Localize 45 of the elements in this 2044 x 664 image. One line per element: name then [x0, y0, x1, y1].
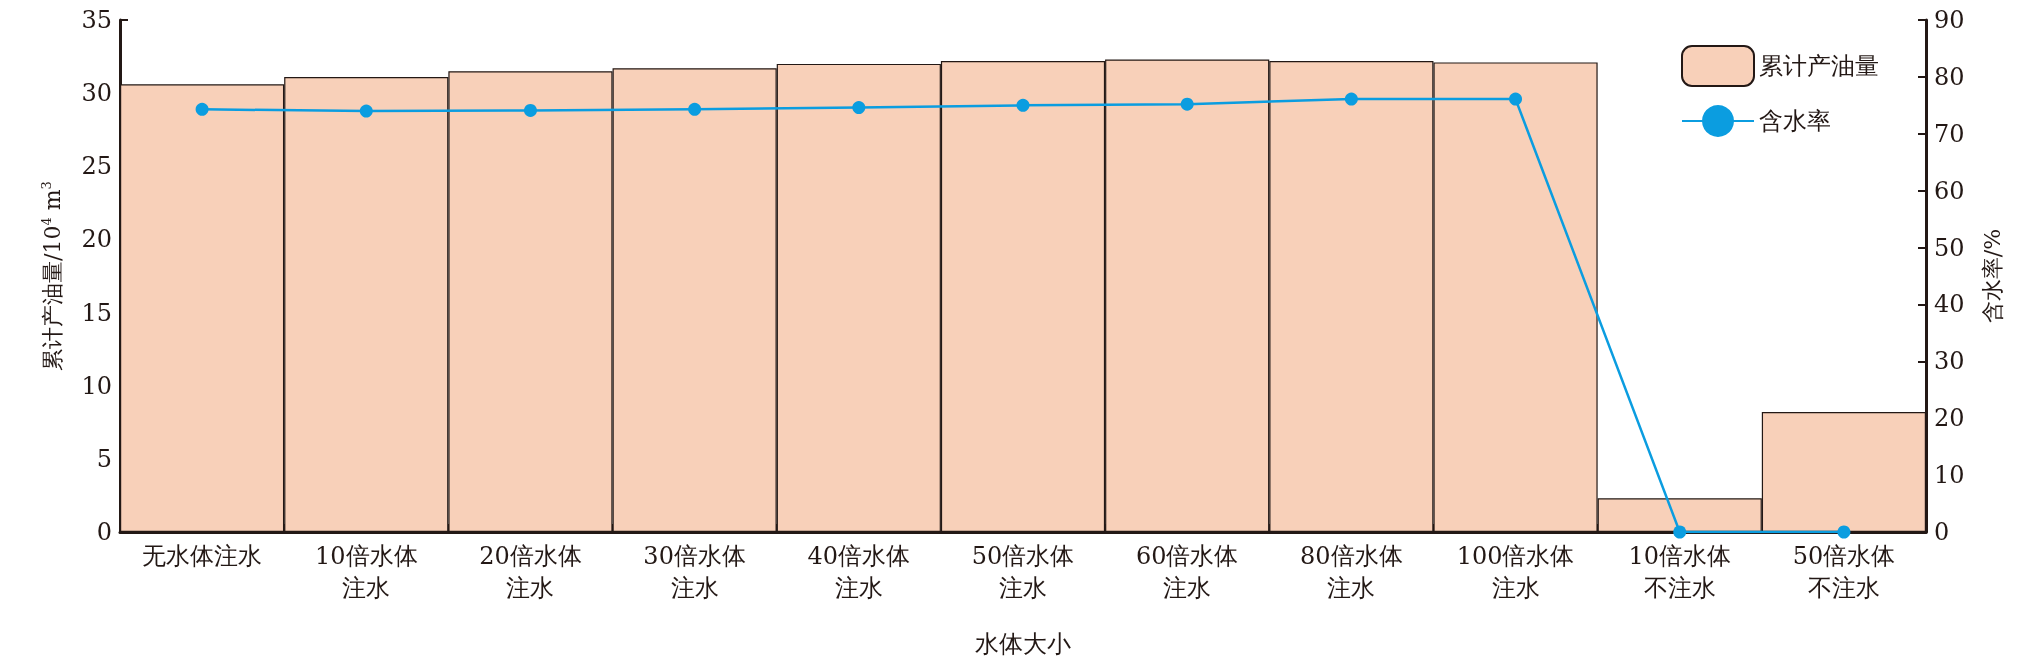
y-tick-label: 15: [81, 298, 112, 327]
y2-tick-label: 30: [1934, 347, 1965, 376]
y2-tick-label: 90: [1934, 6, 1965, 34]
x-tick-label: 无水体注水: [142, 542, 263, 570]
x-tick-label: 50倍水体注水: [971, 542, 1075, 602]
x-tick-label: 40倍水体注水: [807, 542, 911, 602]
x-tick-label: 100倍水体注水: [1456, 542, 1575, 602]
y-tick-label: 25: [81, 152, 112, 181]
y2-tick-label: 80: [1934, 62, 1965, 91]
point: [523, 103, 537, 117]
x-axis-title: 水体大小: [975, 630, 1071, 658]
point: [1673, 525, 1687, 539]
x-tick-label: 10倍水体不注水: [1628, 542, 1731, 602]
y2-tick-label: 20: [1934, 404, 1965, 433]
point: [1180, 97, 1194, 111]
point: [1344, 92, 1358, 106]
y2-tick-label: 40: [1934, 290, 1965, 319]
y2-tick-label: 60: [1934, 176, 1965, 205]
legend-label: 含水率: [1759, 107, 1831, 135]
point: [1016, 98, 1030, 112]
x-tick-label: 20倍水体注水: [479, 542, 582, 602]
y-tick-label: 20: [81, 225, 112, 254]
point: [852, 101, 866, 115]
x-tick-label: 50倍水体不注水: [1792, 542, 1896, 602]
x-tick-label: 10倍水体注水: [315, 542, 418, 602]
y-tick-label: 0: [96, 518, 112, 546]
y-tick-label: 5: [96, 444, 112, 473]
point: [359, 104, 373, 118]
y-axis-title: 累计产油量/104 m3: [39, 181, 65, 371]
y2-axis-title: 含水率/%: [1979, 228, 2005, 324]
point: [1837, 525, 1851, 539]
y2-tick-label: 0: [1934, 518, 1950, 546]
legend-label: 累计产油量: [1759, 52, 1879, 80]
y2-tick-label: 50: [1934, 233, 1965, 262]
point: [195, 102, 209, 116]
x-tick-label: 60倍水体注水: [1135, 542, 1239, 602]
point: [1509, 92, 1523, 106]
y2-tick-label: 70: [1934, 119, 1965, 148]
point: [688, 102, 702, 116]
y-tick-label: 35: [81, 6, 112, 34]
y2-tick-label: 10: [1934, 461, 1965, 490]
y-tick-label: 30: [81, 79, 112, 108]
x-tick-label: 80倍水体注水: [1300, 542, 1403, 602]
x-tick-label: 30倍水体注水: [643, 542, 746, 602]
y-tick-label: 10: [81, 371, 112, 400]
